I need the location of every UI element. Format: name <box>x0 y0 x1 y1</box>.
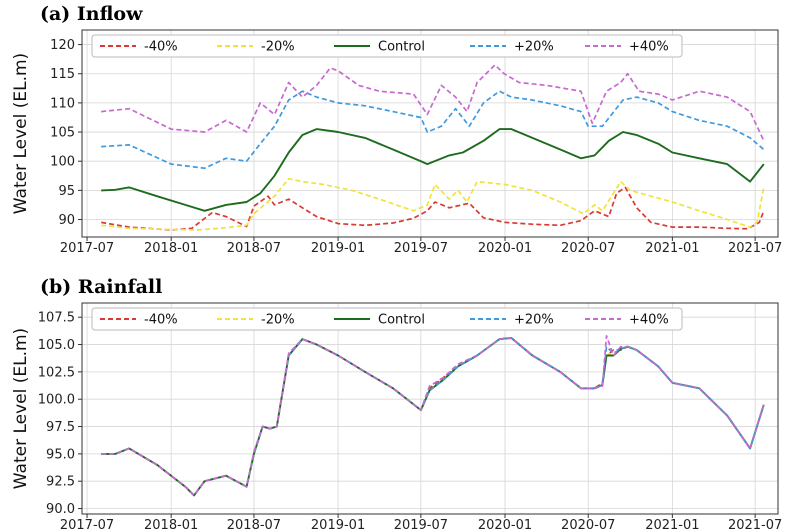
series-line-plus40pct <box>101 64 765 142</box>
y-tick-label: 100 <box>50 155 75 170</box>
legend-label: Control <box>378 40 425 55</box>
x-tick-label: 2021-07 <box>728 518 782 530</box>
y-tick-label: 92.5 <box>46 475 75 490</box>
x-tick-label: 2021-07 <box>728 241 782 256</box>
series-group <box>101 334 765 497</box>
series-line-control <box>101 337 765 497</box>
x-tick-label: 2019-07 <box>394 241 448 256</box>
x-tick-label: 2019-01 <box>311 241 365 256</box>
y-tick-label: 105.0 <box>38 338 75 353</box>
y-tick-label: 107.5 <box>38 311 75 326</box>
y-tick-label: 95.0 <box>46 447 75 462</box>
legend-box <box>91 307 683 331</box>
legend-label: +40% <box>629 40 669 55</box>
plot-frame <box>81 302 779 515</box>
y-tick-label: 95 <box>58 184 75 199</box>
y-tick-label: 90.0 <box>46 502 75 517</box>
series-line-minus40pct <box>101 337 765 497</box>
y-tick-label: 100.0 <box>38 393 75 408</box>
legend-label: +20% <box>514 40 554 55</box>
x-tick-label: 2018-01 <box>144 518 198 530</box>
y-axis-label: Water Level (EL.m) <box>11 328 31 489</box>
series-line-control <box>101 128 765 212</box>
x-tick-label: 2018-01 <box>144 241 198 256</box>
legend-label: -40% <box>144 313 178 328</box>
series-line-plus20pct <box>101 337 765 497</box>
panel-title: (b) Rainfall <box>40 276 162 298</box>
x-tick-label: 2021-01 <box>645 518 699 530</box>
series-line-minus20pct <box>101 177 765 231</box>
series-line-plus40pct <box>101 334 765 497</box>
legend-label: +20% <box>514 313 554 328</box>
legend: -40% -20% Control +20% +40% <box>91 34 683 58</box>
x-tick-label: 2017-07 <box>60 518 114 530</box>
x-tick-label: 2019-01 <box>311 518 365 530</box>
legend-label: -40% <box>144 40 178 55</box>
x-tick-label: 2018-07 <box>227 518 281 530</box>
legend-label: -20% <box>261 313 295 328</box>
x-tick-label: 2020-07 <box>561 241 615 256</box>
legend-box <box>91 34 683 58</box>
y-tick-label: 110 <box>50 96 75 111</box>
y-tick-label: 97.5 <box>46 420 75 435</box>
x-tick-label: 2020-01 <box>478 518 532 530</box>
legend-label: +40% <box>629 313 669 328</box>
series-group <box>101 64 765 231</box>
legend-label: -20% <box>261 40 295 55</box>
series-line-minus20pct <box>101 337 765 497</box>
y-tick-label: 105 <box>50 126 75 141</box>
panel-title: (a) Inflow <box>40 3 143 25</box>
plot-frame <box>81 29 779 238</box>
y-tick-label: 120 <box>50 38 75 53</box>
x-tick-label: 2020-07 <box>561 518 615 530</box>
inflow-panel: (a) Inflow 90 95 100 105 110 115 120 2017-07 2018… <box>11 3 782 256</box>
y-axis-label: Water Level (EL.m) <box>11 53 31 214</box>
rainfall-panel: (b) Rainfall 90.0 92.5 95.0 97.5 100.0 102.5 10… <box>11 276 782 530</box>
y-tick-label: 90 <box>58 213 75 228</box>
x-tick-label: 2017-07 <box>60 241 114 256</box>
x-tick-label: 2020-01 <box>478 241 532 256</box>
series-line-plus20pct <box>101 90 765 170</box>
x-tick-label: 2021-01 <box>645 241 699 256</box>
x-tick-label: 2019-07 <box>394 518 448 530</box>
y-tick-label: 102.5 <box>38 365 75 380</box>
legend: -40% -20% Control +20% +40% <box>91 307 683 331</box>
series-line-minus40pct <box>101 186 765 231</box>
x-tick-label: 2018-07 <box>227 241 281 256</box>
legend-label: Control <box>378 313 425 328</box>
y-tick-label: 115 <box>50 67 75 82</box>
